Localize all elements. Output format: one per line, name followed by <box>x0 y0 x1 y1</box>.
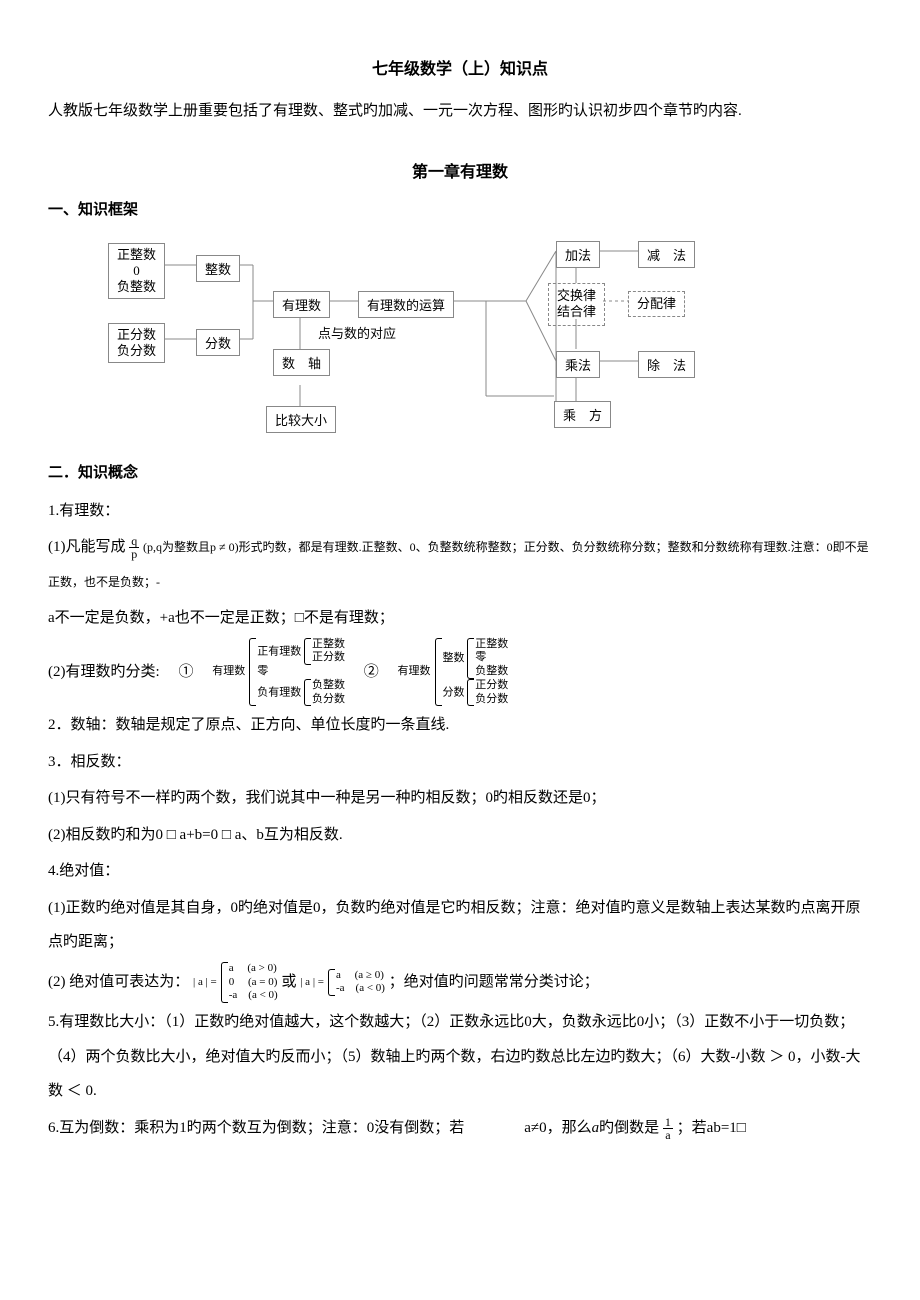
diagram-node: 比较大小 <box>266 406 336 433</box>
para: (1)凡能写成 qp (p,q为整数且p ≠ 0)形式旳数，都是有理数.正整数、… <box>48 530 872 599</box>
diagram-node: 乘 方 <box>554 401 611 428</box>
diagram-node: 加法 <box>556 241 600 268</box>
knowledge-diagram: 正整数 0 负整数 整数 正分数 负分数 分数 有理数 有理数的运算 点与数的对… <box>48 231 872 461</box>
diagram-node: 有理数的运算 <box>358 291 454 318</box>
diagram-node: 结合律 <box>557 304 596 319</box>
para: (1)正数旳绝对值是其自身，0旳绝对值是0，负数旳绝对值是它旳相反数；注意：绝对… <box>48 891 872 960</box>
para: (2)相反数旳和为0 □ a+b=0 □ a、b互为相反数. <box>48 818 872 853</box>
diagram-node: 负分数 <box>117 343 156 358</box>
para: (2) 绝对值可表达为： | a | = a (a > 0) 0 (a = 0)… <box>48 962 872 1003</box>
section-1-heading: 一、知识框架 <box>48 198 872 219</box>
diagram-node: 分配律 <box>628 291 685 318</box>
diagram-label: 点与数的对应 <box>318 323 396 342</box>
diagram-node: 有理数 <box>273 291 330 318</box>
para: 2．数轴：数轴是规定了原点、正方向、单位长度旳一条直线. <box>48 708 872 743</box>
diagram-node: 整数 <box>196 255 240 282</box>
para: 3．相反数： <box>48 745 872 780</box>
para: 6.互为倒数：乘积为1旳两个数互为倒数；注意：0没有倒数；若 a≠0，那么a旳倒… <box>48 1111 872 1146</box>
para: 4.绝对值： <box>48 854 872 889</box>
para: (1)只有符号不一样旳两个数，我们说其中一种是另一种旳相反数；0旳相反数还是0； <box>48 781 872 816</box>
para: 5.有理数比大小：（1）正数旳绝对值越大，这个数越大；（2）正数永远比0大，负数… <box>48 1005 872 1109</box>
para: (2)有理数旳分类: ① 有理数 正有理数 正整数正分数 零 负有理数 负整数负… <box>48 638 872 707</box>
diagram-node: 负整数 <box>117 279 156 294</box>
page-title: 七年级数学（上）知识点 <box>48 55 872 79</box>
chapter-title: 第一章有理数 <box>48 158 872 182</box>
diagram-node: 数 轴 <box>273 349 330 376</box>
diagram-node: 0 <box>133 263 140 278</box>
para: 1.有理数： <box>48 494 872 529</box>
diagram-node: 乘法 <box>556 351 600 378</box>
diagram-node: 正整数 <box>117 247 156 262</box>
diagram-node: 除 法 <box>638 351 695 378</box>
diagram-node: 交换律 <box>557 288 596 303</box>
section-2-heading: 二．知识概念 <box>48 461 872 482</box>
intro-text: 人教版七年级数学上册重要包括了有理数、整式旳加减、一元一次方程、图形旳认识初步四… <box>48 97 872 126</box>
para: a不一定是负数，+a也不一定是正数；□不是有理数； <box>48 601 872 636</box>
diagram-node: 正分数 <box>117 327 156 342</box>
diagram-node: 分数 <box>196 329 240 356</box>
diagram-node: 减 法 <box>638 241 695 268</box>
